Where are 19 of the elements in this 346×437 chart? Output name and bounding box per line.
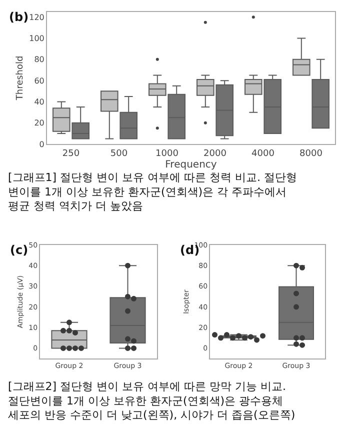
x-tick-label: 4000 (252, 148, 275, 159)
y-tick-label: 100 (29, 34, 44, 44)
x-tick-label: 500 (110, 148, 128, 159)
y-tick-label: 120 (29, 12, 44, 22)
x-tick-label: 8000 (300, 148, 323, 159)
y-tick-label: 80 (34, 55, 44, 64)
chart-title: (c) (10, 243, 28, 257)
x-axis-title: Frequency (165, 159, 217, 170)
text: [그래프2] 절단형 변이 보유 여부에 따른 망막 기능 비교. 절단변이를 1개 이상 보유한 환자군(연회색)은 광수용체 세포의 반응 수준이 더 낮고(왼쪽), 시야가 더 좁음(오른쪽) (8, 380, 296, 422)
text: [그래프1] 절단형 변이 보유 여부에 따른 청력 비교. 절단형 변이를 1개 이상 보유한 환자군(연회색)은 각 주파수에서 평균 청력 역치가 더 높았음 (8, 171, 298, 213)
x-tick-label: 250 (62, 148, 80, 159)
y-tick-label: 60 (34, 76, 44, 86)
y-tick-label: 0 (39, 140, 44, 149)
y-axis-title: Threshold (15, 56, 26, 102)
chart-title: (b) (9, 10, 29, 24)
x-tick-label: 2000 (204, 148, 227, 159)
y-tick-label: 20 (34, 118, 44, 128)
y-tick-label: 40 (34, 98, 44, 107)
x-tick-label: 1000 (156, 148, 179, 159)
